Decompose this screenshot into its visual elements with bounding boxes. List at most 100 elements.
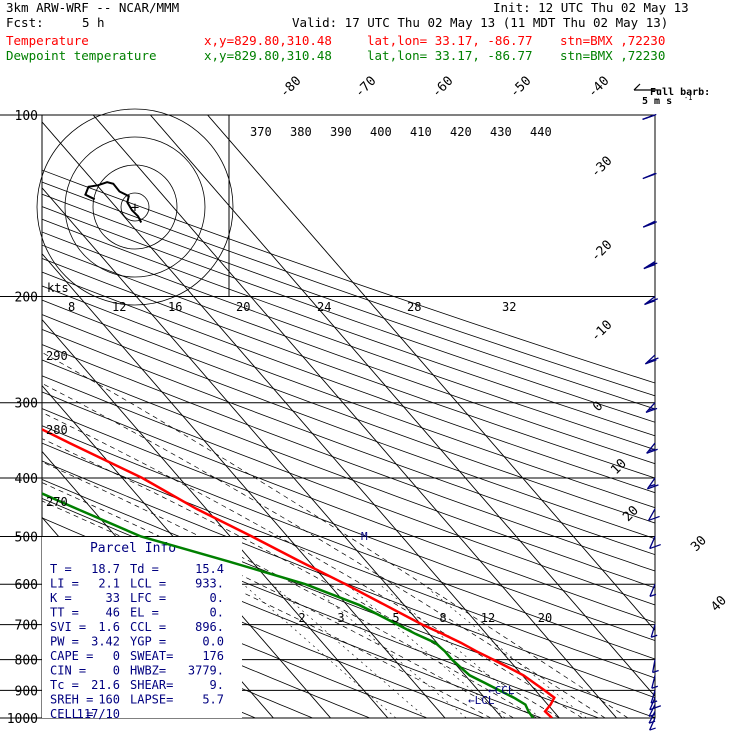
wind-barb-staff [651, 659, 656, 673]
temperature-tick-label: 30 [688, 533, 710, 555]
theta-label: 400 [370, 125, 392, 139]
ccl-marker: ←CCL [488, 684, 515, 697]
temperature-tick-label: -60 [429, 74, 456, 101]
temperature-tick-label: -20 [588, 238, 615, 265]
parcel-info-value: 15.4 [195, 562, 224, 576]
parcel-info-key: K = [50, 591, 72, 605]
wind-barb-half-flag [650, 700, 658, 704]
parcel-info-key: CCL = [130, 620, 166, 634]
mixing-ratio-line [271, 583, 427, 718]
isotherm-line [42, 121, 560, 718]
moist-adiabat-line [42, 438, 560, 718]
temperature-tick-label: 0 [590, 399, 606, 415]
parcel-info-key: HWBZ= [130, 664, 166, 678]
model-title: 3km ARW-WRF -- NCAR/MMM [6, 0, 180, 15]
dry-adiabat-line [42, 391, 655, 623]
legend-temperature-name: Temperature [6, 33, 89, 48]
parcel-info-title: Parcel Info [90, 541, 176, 556]
dry-adiabat-line [42, 328, 655, 556]
parcel-info-key: CAPE = [50, 649, 93, 663]
wind-barb-staff [649, 717, 656, 731]
init-time: Init: 12 UTC Thu 02 May 13 [493, 0, 689, 15]
hodograph-ring-label: 28 [407, 300, 421, 314]
wind-barb-staff [646, 442, 656, 454]
theta-label: 410 [410, 125, 432, 139]
theta-label: 390 [330, 125, 352, 139]
wind-barb-half-flag [648, 713, 656, 717]
wind-barb-staff [651, 675, 656, 689]
sounding-profiles [42, 427, 556, 718]
legend-dewpoint-station: stn=BMX ,72230 [560, 48, 666, 63]
dry-adiabat-line [42, 271, 655, 494]
mixing-ratio-label: 8 [439, 611, 446, 625]
parcel-info-key: T = [50, 562, 72, 576]
wind-barb-flag [645, 359, 657, 365]
wind-barb-flag [648, 515, 660, 522]
hodograph-ring-label: 16 [168, 300, 182, 314]
pressure-tick-label: 800 [15, 654, 38, 669]
wind-barb-staff [644, 354, 656, 365]
pressure-tick-label: 600 [15, 578, 38, 593]
dry-adiabat-line [42, 460, 655, 699]
parcel-info-value: 5.7 [202, 693, 224, 707]
parcel-info-key: EL = [130, 606, 159, 620]
parcel-info-value: 0 [113, 664, 120, 678]
legend-dewpoint-xy: x,y=829.80,310.48 [204, 48, 332, 63]
temperature-tick-label: 40 [708, 593, 730, 615]
wind-barb-flag [645, 407, 658, 414]
dry-adiabat-line [42, 218, 655, 437]
dry-adiabat-line [42, 579, 371, 718]
mixing-ratio-label: 20 [538, 611, 552, 625]
wind-barb-flag [646, 298, 659, 304]
pressure-tick-label: 300 [15, 397, 38, 412]
parcel-info-value: 933. [195, 577, 224, 591]
theta-side-label: 280 [46, 423, 68, 437]
hodograph-ring [92, 164, 178, 250]
dry-adiabat-line [42, 408, 655, 641]
isotherm-line [42, 253, 446, 718]
pressure-tick-label: 200 [15, 291, 38, 306]
wind-barb-staff [646, 477, 656, 490]
parcel-info-key: SHEAR= [130, 678, 173, 692]
hodograph-center: + [131, 200, 139, 216]
dry-adiabat-line [42, 359, 655, 589]
parcel-info-value: 33 [106, 591, 120, 605]
temperature-tick-label: -10 [588, 318, 615, 345]
temperature-tick-label: -50 [507, 74, 534, 101]
parcel-info-value: 176 [202, 649, 224, 663]
dry-adiabat-line [42, 442, 655, 679]
parcel-info-key: YGP = [130, 635, 166, 649]
hodograph-ring-label: 32 [502, 300, 516, 314]
parcel-info-value: 3779. [188, 664, 224, 678]
isotherm-line [207, 115, 655, 632]
parcel-info-key: LI = [50, 577, 79, 591]
wind-legend-title: Full barb: [650, 87, 710, 98]
wind-barb-staff [649, 583, 656, 597]
wind-barbs: Full barb:5 m s -1 [633, 83, 710, 731]
forecast-label: Fcst: [6, 15, 44, 30]
dry-adiabat-line [42, 181, 655, 397]
parcel-info-value: 46 [106, 606, 120, 620]
hodograph-ring-label: 20 [236, 300, 250, 314]
temperature-tick-label: 20 [620, 503, 642, 525]
theta-side-label: 290 [46, 349, 68, 363]
parcel-info-value: 9. [210, 678, 224, 692]
mixing-ratio-label: 12 [481, 611, 495, 625]
wind-barb-half-flag [648, 483, 656, 488]
wind-barb-staff [644, 296, 656, 306]
wind-barb-staff [649, 697, 656, 710]
mixing-ratio-label: 3 [337, 611, 344, 625]
parcel-info-key: Tc = [50, 678, 79, 692]
hodograph-units-label: kts [47, 281, 69, 295]
wind-barb-half-flag [652, 669, 659, 674]
dry-adiabat-line [42, 299, 655, 524]
moist-adiabat-line [42, 412, 583, 718]
parcel-info-key: PW = [50, 635, 79, 649]
parcel-info-key: LFC = [130, 591, 166, 605]
theta-label: 440 [530, 125, 552, 139]
wind-barb-staff [650, 690, 656, 704]
valid-time: Valid: 17 UTC Thu 02 May 13 (11 MDT Thu … [292, 15, 669, 30]
hodograph-ring [64, 136, 206, 278]
temperature-profile-line [42, 427, 556, 718]
moist-adiabat-line [42, 461, 537, 718]
